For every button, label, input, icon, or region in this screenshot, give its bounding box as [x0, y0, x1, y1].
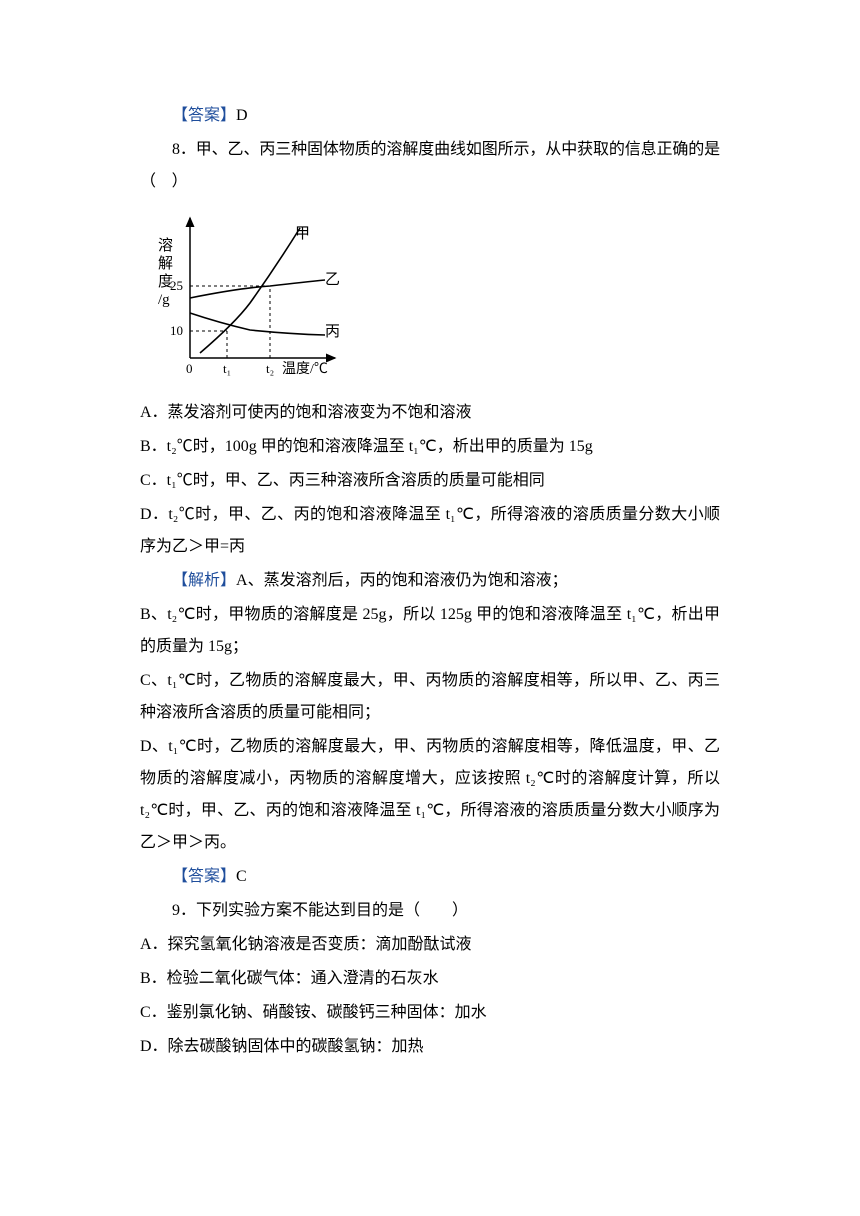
svg-text:t₁: t₁ — [223, 361, 231, 376]
answer-value: C — [236, 868, 247, 885]
solubility-chart: 溶解度/g25100t₁t₂温度/℃甲乙丙 — [140, 208, 720, 383]
svg-text:10: 10 — [170, 323, 183, 338]
q8-optD: D．t₂℃时，甲、乙、丙的饱和溶液降温至 t₁℃，所得溶液的溶质质量分数大小顺序… — [140, 499, 720, 563]
q8-expl-C: C、t₁℃时，乙物质的溶解度最大，甲、丙物质的溶解度相等，所以甲、乙、丙三种溶液… — [140, 665, 720, 729]
svg-text:甲: 甲 — [295, 226, 310, 242]
svg-text:25: 25 — [170, 278, 183, 293]
svg-text:/g: /g — [158, 292, 170, 308]
svg-text:乙: 乙 — [325, 272, 340, 288]
q9-optC: C．鉴别氯化钠、硝酸铵、碳酸钙三种固体：加水 — [140, 997, 720, 1029]
svg-text:丙: 丙 — [325, 324, 340, 340]
answer-label: 【答案】 — [172, 107, 236, 124]
svg-text:温度/℃: 温度/℃ — [282, 361, 328, 377]
q8-stem: 8．甲、乙、丙三种固体物质的溶解度曲线如图所示，从中获取的信息正确的是（ ） — [140, 134, 720, 198]
svg-text:0: 0 — [186, 361, 193, 376]
expl-label: 【解析】 — [172, 572, 236, 589]
q8-expl-D: D、t₁℃时，乙物质的溶解度最大，甲、丙物质的溶解度相等，降低温度，甲、乙物质的… — [140, 731, 720, 859]
answer-value: D — [236, 107, 248, 124]
q9-optD: D．除去碳酸钠固体中的碳酸氢钠：加热 — [140, 1031, 720, 1063]
svg-text:溶: 溶 — [158, 237, 173, 254]
q8-optC: C．t₁℃时，甲、乙、丙三种溶液所含溶质的质量可能相同 — [140, 465, 720, 497]
q8-expl-A: 【解析】A、蒸发溶剂后，丙的饱和溶液仍为饱和溶液； — [140, 565, 720, 597]
answer-label: 【答案】 — [172, 868, 236, 885]
answer-7: 【答案】D — [140, 100, 720, 132]
q9-optB: B．检验二氧化碳气体：通入澄清的石灰水 — [140, 963, 720, 995]
expl-text: A、蒸发溶剂后，丙的饱和溶液仍为饱和溶液； — [236, 572, 568, 589]
chart-svg: 溶解度/g25100t₁t₂温度/℃甲乙丙 — [140, 208, 350, 383]
q8-answer: 【答案】C — [140, 861, 720, 893]
q9-stem: 9．下列实验方案不能达到目的是（ ） — [140, 895, 720, 927]
svg-text:解: 解 — [158, 255, 173, 272]
q8-expl-B: B、t₂℃时，甲物质的溶解度是 25g，所以 125g 甲的饱和溶液降温至 t₁… — [140, 599, 720, 663]
svg-text:t₂: t₂ — [266, 361, 274, 376]
q8-optB: B．t₂℃时，100g 甲的饱和溶液降温至 t₁℃，析出甲的质量为 15g — [140, 431, 720, 463]
q9-optA: A．探究氢氧化钠溶液是否变质：滴加酚酞试液 — [140, 929, 720, 961]
q8-optA: A．蒸发溶剂可使丙的饱和溶液变为不饱和溶液 — [140, 397, 720, 429]
